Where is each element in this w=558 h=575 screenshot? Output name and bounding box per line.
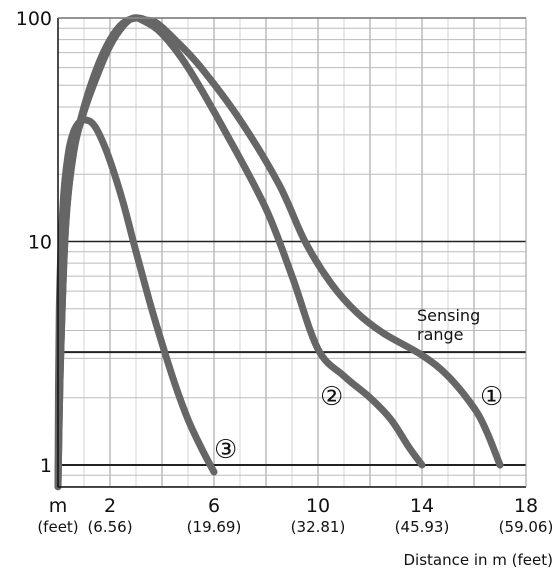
- x-tick-label: 10: [306, 495, 330, 517]
- x-axis-title: Distance in m (feet): [403, 551, 553, 569]
- x-tick-sublabel: (59.06): [499, 518, 554, 536]
- x-tick-sublabel: (feet): [37, 518, 78, 536]
- series-marker-3: ③: [214, 435, 237, 465]
- x-tick-label: 6: [208, 495, 220, 517]
- y-tick-label: 10: [28, 232, 52, 254]
- y-tick-label: 100: [16, 8, 52, 30]
- x-tick-sublabel: (45.93): [395, 518, 450, 536]
- grid: [58, 17, 527, 488]
- sensing-range-label-line1: Sensing: [417, 306, 480, 325]
- x-tick-label: 14: [410, 495, 434, 517]
- sensing-range-label-line2: range: [417, 325, 464, 344]
- x-tick-label: 2: [104, 495, 116, 517]
- x-tick-sublabel: (6.56): [87, 518, 132, 536]
- y-tick-label: 1: [40, 455, 52, 477]
- series-line-3: [54, 116, 218, 491]
- x-tick-label: 18: [514, 495, 538, 517]
- series-line-1: [54, 14, 504, 491]
- x-tick-label: m: [49, 495, 68, 517]
- labels: 100101m(feet)2(6.56)6(19.69)10(32.81)14(…: [16, 8, 554, 569]
- series-group: ① ② ③: [54, 14, 504, 491]
- series-line-2: [54, 14, 426, 491]
- x-tick-sublabel: (19.69): [187, 518, 242, 536]
- x-tick-sublabel: (32.81): [291, 518, 346, 536]
- series-marker-1: ①: [480, 382, 503, 412]
- axes: [57, 17, 527, 488]
- series-marker-2: ②: [320, 382, 343, 412]
